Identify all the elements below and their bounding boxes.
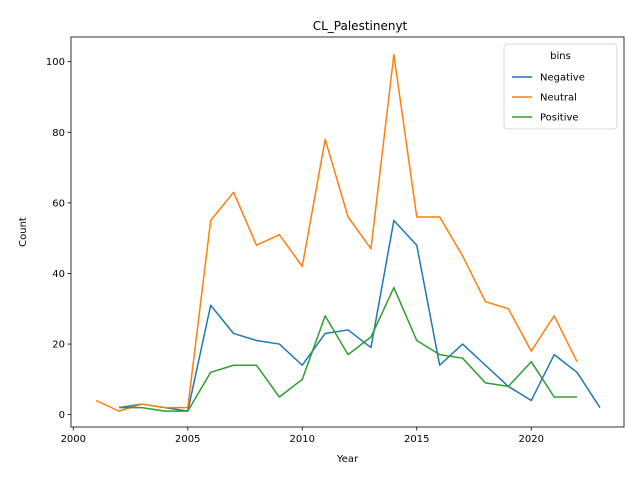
y-tick-label: 40 xyxy=(52,269,65,280)
legend-label: Neutral xyxy=(540,93,577,104)
chart-title: CL_Palestinenyt xyxy=(313,19,408,33)
y-tick-label: 20 xyxy=(52,340,65,351)
x-tick-label: 2000 xyxy=(61,434,86,445)
y-tick-label: 100 xyxy=(46,57,65,68)
y-axis-label: Count xyxy=(18,217,29,247)
x-tick-label: 2020 xyxy=(519,434,544,445)
y-tick-label: 0 xyxy=(59,410,65,421)
plot-frame xyxy=(70,36,625,428)
legend-label: Positive xyxy=(540,113,579,124)
series-line-neutral xyxy=(95,53,578,412)
x-tick-label: 2010 xyxy=(290,434,315,445)
x-axis-label: Year xyxy=(336,454,359,465)
plot-area: 2000 2005 2010 2015 2020 0 20 40 60 80 100 xyxy=(46,53,601,445)
legend-box xyxy=(503,43,618,130)
x-tick-label: 2005 xyxy=(175,434,200,445)
legend-title: bins xyxy=(550,51,571,62)
y-tick-label: 60 xyxy=(52,198,65,209)
series-line-positive xyxy=(119,286,578,412)
y-tick-label: 80 xyxy=(52,128,65,139)
legend-label: Negative xyxy=(540,73,585,84)
x-tick-label: 2015 xyxy=(404,434,429,445)
series-line-negative xyxy=(118,219,601,412)
legend: bins Negative Neutral Positive xyxy=(503,43,618,130)
